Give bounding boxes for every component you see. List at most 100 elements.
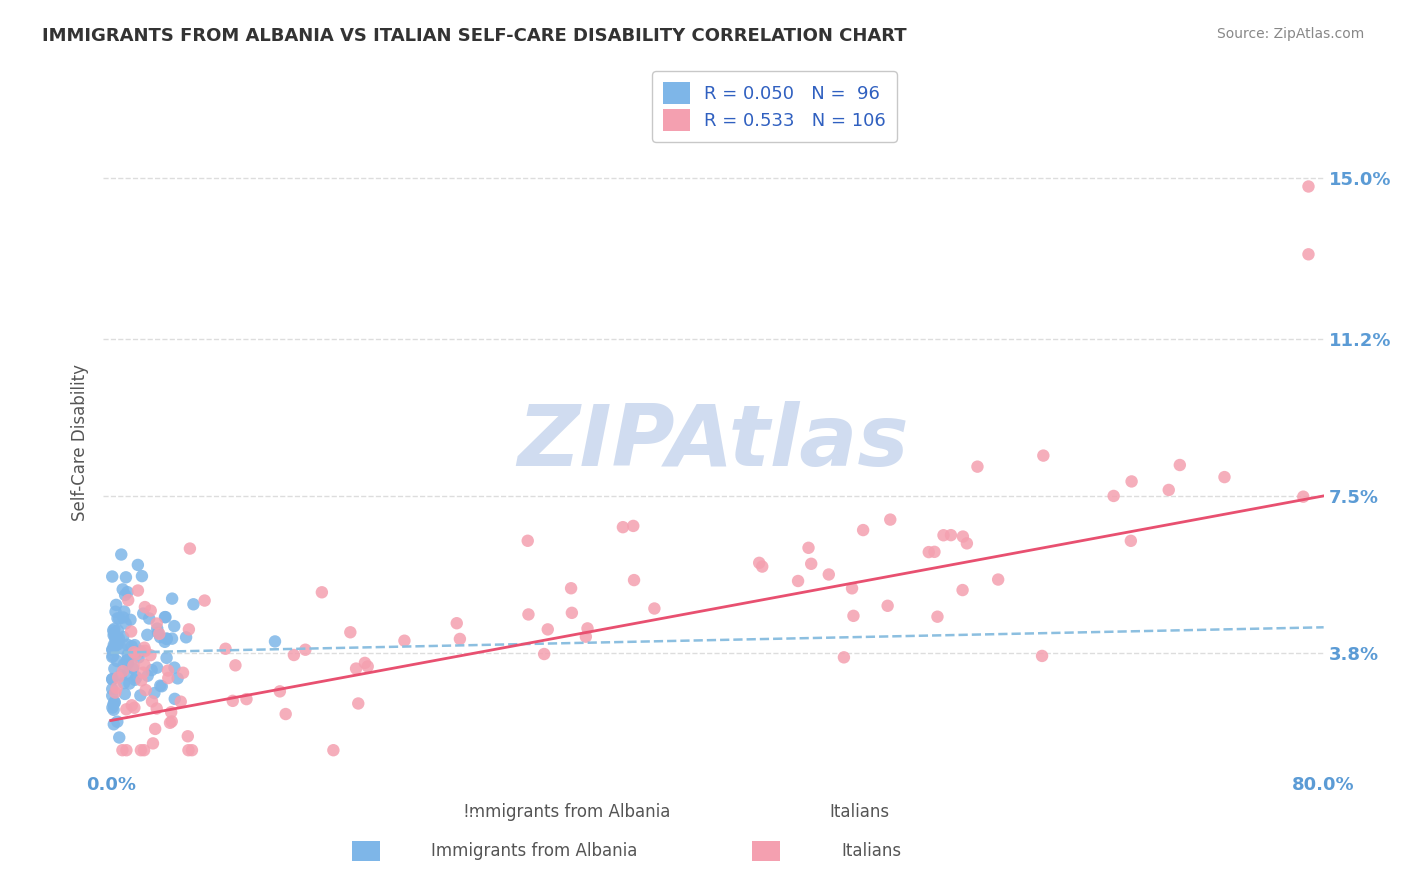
Text: Immigrants from Albania: Immigrants from Albania xyxy=(464,804,671,822)
Point xyxy=(107,670,129,684)
Point xyxy=(112,676,135,690)
Point xyxy=(101,689,124,703)
Point xyxy=(146,622,169,636)
Point xyxy=(117,593,139,607)
Point xyxy=(111,743,134,757)
Point xyxy=(124,700,146,714)
Point xyxy=(101,672,124,686)
Point xyxy=(122,661,145,675)
Point xyxy=(800,557,823,571)
Point xyxy=(103,703,125,717)
Point xyxy=(122,658,145,673)
Point xyxy=(153,610,176,624)
Point xyxy=(107,611,129,625)
Point xyxy=(347,697,370,711)
Point xyxy=(516,533,538,548)
Point xyxy=(166,671,188,685)
Point xyxy=(114,616,136,631)
Point xyxy=(817,567,839,582)
Point xyxy=(111,582,134,597)
Point xyxy=(264,634,287,648)
Point xyxy=(104,632,127,647)
Legend: R = 0.050   N =  96, R = 0.533   N = 106: R = 0.050 N = 96, R = 0.533 N = 106 xyxy=(652,70,897,142)
Point xyxy=(533,647,555,661)
Point xyxy=(1213,470,1236,484)
Point xyxy=(110,668,132,682)
Point xyxy=(235,692,257,706)
Text: Immigrants from Albania: Immigrants from Albania xyxy=(432,842,637,860)
Point xyxy=(121,698,143,713)
Point xyxy=(344,662,367,676)
Point xyxy=(339,625,361,640)
Point xyxy=(129,743,152,757)
Point xyxy=(311,585,333,599)
Point xyxy=(134,657,156,672)
Point xyxy=(103,695,125,709)
Point xyxy=(141,694,163,708)
Point xyxy=(952,583,974,598)
Point xyxy=(163,619,186,633)
Point xyxy=(103,717,125,731)
Point xyxy=(103,638,125,652)
Point xyxy=(222,694,245,708)
Point xyxy=(214,641,236,656)
Point xyxy=(561,606,583,620)
Point xyxy=(621,519,644,533)
Point xyxy=(170,695,193,709)
Point xyxy=(112,630,135,644)
Point xyxy=(177,743,200,757)
Point xyxy=(101,700,124,714)
Point xyxy=(103,628,125,642)
Point xyxy=(117,585,139,599)
Text: Italians: Italians xyxy=(842,842,901,860)
Point xyxy=(120,624,142,639)
Point xyxy=(876,599,898,613)
Point xyxy=(104,696,127,710)
Point xyxy=(156,664,179,678)
Point xyxy=(576,621,599,635)
Point xyxy=(127,583,149,598)
Point xyxy=(115,743,138,757)
Point xyxy=(160,591,183,606)
Point xyxy=(354,656,377,670)
Point xyxy=(131,569,153,583)
Point xyxy=(138,611,160,625)
Point xyxy=(111,664,134,678)
Text: Italians: Italians xyxy=(830,804,890,822)
Point xyxy=(101,642,124,657)
Point xyxy=(1119,533,1142,548)
Point xyxy=(114,588,136,602)
Point xyxy=(156,632,179,646)
Point xyxy=(879,513,901,527)
Point xyxy=(172,665,194,680)
Point xyxy=(103,698,125,712)
Point xyxy=(112,610,135,624)
Point xyxy=(124,638,146,652)
Point xyxy=(132,743,155,757)
Point xyxy=(150,679,173,693)
Point xyxy=(160,714,183,729)
Point xyxy=(966,459,988,474)
Point xyxy=(748,556,770,570)
Point xyxy=(105,632,128,647)
Point xyxy=(104,629,127,643)
Point xyxy=(129,689,152,703)
Text: Source: ZipAtlas.com: Source: ZipAtlas.com xyxy=(1216,27,1364,41)
Point xyxy=(132,665,155,680)
Point xyxy=(160,632,183,646)
Point xyxy=(142,736,165,750)
Point xyxy=(918,545,941,559)
Point xyxy=(143,686,166,700)
Point xyxy=(153,635,176,649)
Point xyxy=(143,722,166,736)
Point xyxy=(125,670,148,684)
Point xyxy=(159,715,181,730)
Point xyxy=(103,624,125,638)
Point xyxy=(283,648,305,662)
Y-axis label: Self-Care Disability: Self-Care Disability xyxy=(72,365,89,522)
Point xyxy=(179,541,201,556)
Point xyxy=(155,650,177,665)
Point xyxy=(122,645,145,659)
Point xyxy=(136,669,159,683)
Point xyxy=(124,673,146,687)
